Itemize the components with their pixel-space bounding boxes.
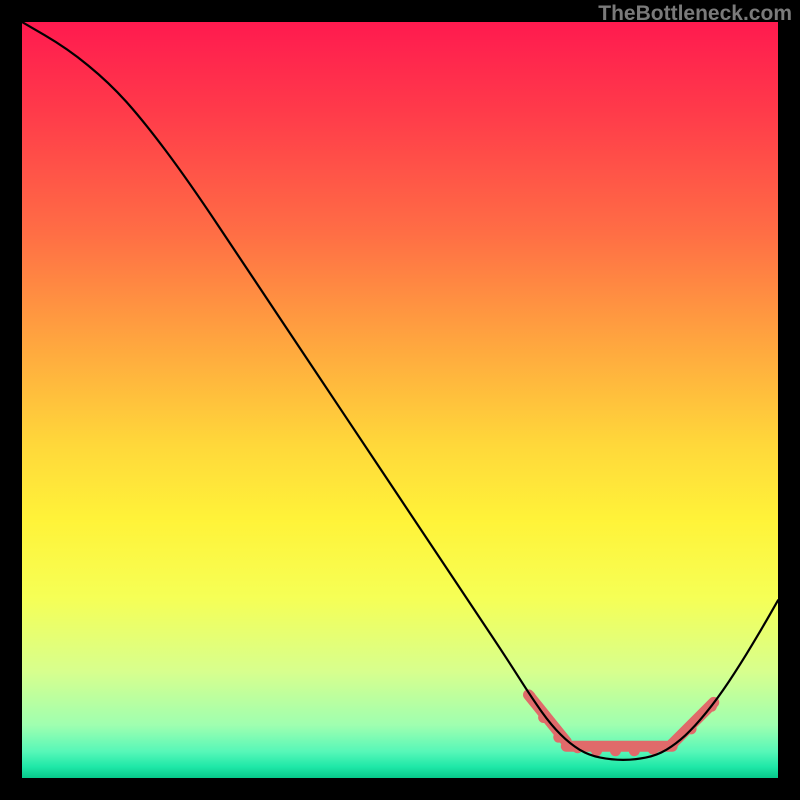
highlight-dot: [629, 745, 640, 756]
watermark-text: TheBottleneck.com: [598, 2, 792, 26]
gradient-background: [22, 22, 778, 778]
chart-stage: TheBottleneck.com: [0, 0, 800, 800]
bottleneck-chart: [0, 0, 800, 800]
highlight-dot: [610, 745, 621, 756]
